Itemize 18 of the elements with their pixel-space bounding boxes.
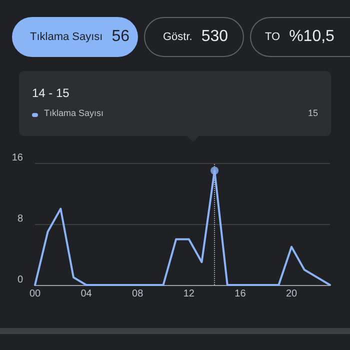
text: TO xyxy=(265,31,280,43)
y-tick-label: 0 xyxy=(17,274,24,286)
text: 15 xyxy=(308,108,318,118)
text: Göstr. xyxy=(163,31,192,43)
y-tick-label: 8 xyxy=(17,214,24,224)
x-tick-label: 12 xyxy=(183,288,195,300)
x-tick-label: 04 xyxy=(80,288,92,300)
text: 530 xyxy=(201,28,228,46)
y-tick-label: 16 xyxy=(12,152,24,164)
text: 14 - 15 xyxy=(32,86,70,100)
text: Tıklama Sayısı xyxy=(44,108,104,118)
text: %10,5 xyxy=(289,28,334,46)
text: Tıklama Sayısı xyxy=(30,31,103,43)
x-tick-label: 08 xyxy=(132,288,144,300)
x-tick-label: 16 xyxy=(234,288,246,300)
x-tick-label: 00 xyxy=(29,288,41,300)
text: 56 xyxy=(112,28,130,46)
x-tick-label: 20 xyxy=(286,288,298,300)
